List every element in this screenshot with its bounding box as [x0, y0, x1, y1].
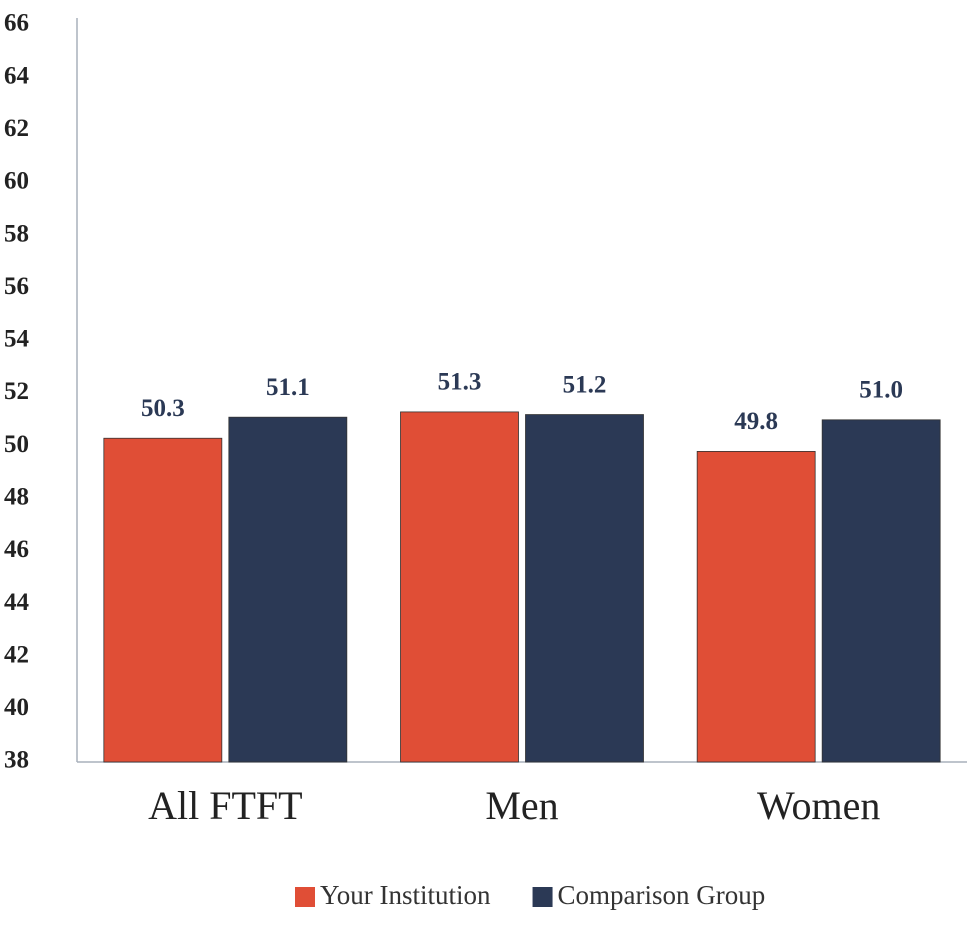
bar [525, 414, 644, 763]
y-tick-label: 50 [4, 431, 29, 458]
y-tick-label: 60 [4, 168, 29, 195]
x-tick-label: All FTFT [148, 783, 302, 828]
value-label: 51.0 [859, 377, 903, 404]
y-tick-label: 62 [4, 115, 29, 142]
y-tick-label: 52 [4, 378, 29, 405]
value-label: 51.3 [438, 369, 482, 396]
y-tick-label: 46 [4, 536, 29, 563]
legend-swatch [532, 887, 553, 907]
bar [400, 411, 519, 763]
bar [821, 419, 941, 763]
x-tick-label: Men [485, 783, 558, 828]
value-label: 51.2 [563, 371, 607, 398]
y-tick-label: 40 [4, 694, 29, 721]
y-tick-label: 54 [4, 326, 30, 353]
y-tick-label: 42 [4, 641, 29, 668]
bar [228, 416, 348, 763]
y-tick-label: 58 [4, 220, 29, 247]
value-label: 51.1 [266, 374, 310, 401]
y-tick-label: 48 [4, 484, 29, 511]
y-tick-label: 66 [4, 10, 29, 37]
y-tick-label: 44 [4, 589, 30, 616]
legend-swatch [295, 887, 315, 907]
y-tick-label: 38 [4, 747, 29, 774]
legend-label: Comparison Group [558, 880, 766, 910]
y-tick-label: 56 [4, 273, 29, 300]
bar [696, 451, 816, 763]
legend-label: Your Institution [320, 880, 491, 910]
value-label: 50.3 [141, 395, 185, 422]
bar [103, 437, 223, 763]
x-tick-label: Women [757, 783, 880, 828]
y-tick-label: 64 [4, 62, 30, 89]
value-label: 49.8 [734, 408, 778, 435]
